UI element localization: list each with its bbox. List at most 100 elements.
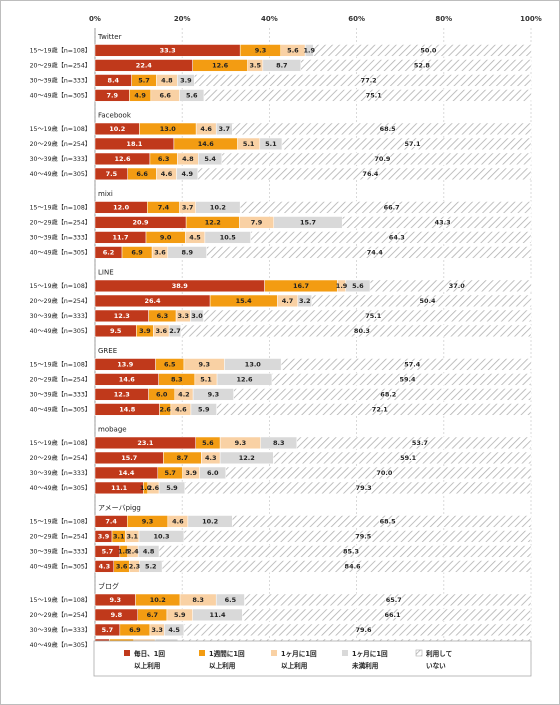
data-label: 4.6 [161, 170, 173, 178]
data-label: 10.5 [220, 234, 237, 242]
data-label: 2.6 [148, 484, 160, 492]
bar-segment [183, 623, 532, 637]
data-label: 6.9 [129, 626, 141, 634]
data-label: 57.1 [404, 140, 421, 148]
data-label: 79.5 [355, 533, 372, 541]
data-label: 5.7 [164, 469, 176, 477]
data-label: 68.2 [380, 391, 396, 399]
group-title: GREE [98, 347, 117, 355]
data-label: 3.6 [156, 327, 168, 335]
data-label: 50.0 [420, 47, 437, 55]
data-label: 10.2 [150, 596, 166, 604]
row-label: 30〜39歳【n=333】 [30, 391, 91, 399]
data-label: 4.8 [182, 155, 194, 163]
data-label: 14.6 [198, 140, 215, 148]
data-label: 53.7 [412, 439, 428, 447]
data-label: 3.7 [219, 125, 231, 133]
data-label: 38.9 [172, 282, 189, 290]
data-label: 9.5 [110, 327, 122, 335]
row-label: 40〜49歳【n=305】 [30, 484, 91, 492]
row-label: 40〜49歳【n=305】 [30, 563, 91, 571]
row-label: 30〜39歳【n=333】 [30, 77, 91, 85]
row-label: 40〜49歳【n=305】 [30, 327, 91, 335]
bar-segment [239, 201, 532, 214]
row-label: 20〜29歳【n=254】 [30, 611, 91, 619]
data-label: 72.1 [372, 406, 389, 414]
data-label: 52.8 [414, 62, 431, 70]
data-label: 12.0 [113, 204, 130, 212]
row-label: 40〜49歳【n=305】 [30, 92, 91, 100]
data-label: 50.4 [420, 297, 437, 305]
row-label: 15〜19歳【n=108】 [30, 596, 91, 604]
x-tick-label: 100% [520, 15, 542, 23]
data-label: 37.0 [449, 282, 466, 290]
row-label: 30〜39歳【n=333】 [30, 234, 91, 242]
data-label: 3.1 [113, 533, 125, 541]
data-label: 6.5 [225, 596, 237, 604]
row-label: 20〜29歳【n=254】 [30, 533, 91, 541]
data-label: 13.0 [160, 125, 177, 133]
data-label: 1.8 [118, 548, 130, 556]
data-label: 13.0 [245, 361, 262, 369]
bar-segment [180, 324, 532, 338]
x-tick-label: 60% [348, 15, 365, 23]
group-title: アメーバpigg [98, 504, 141, 512]
data-label: 57.4 [404, 361, 421, 369]
data-label: 68.5 [380, 518, 397, 526]
legend-label: いない [426, 661, 446, 670]
data-label: 9.0 [160, 234, 172, 242]
data-label: 7.9 [251, 219, 263, 227]
data-label: 6.3 [157, 312, 169, 320]
x-tick-label: 20% [174, 15, 191, 23]
bar-group: Twitter 15〜19歳【n=108】 33.3 9.3 5.6 1.9 50.0 20〜… [30, 33, 532, 102]
data-label: 6.7 [147, 611, 159, 619]
data-label: 14.4 [118, 469, 135, 477]
bar-segment [300, 59, 532, 72]
data-label: 15.7 [121, 454, 137, 462]
data-label: 11.1 [111, 484, 128, 492]
data-label: 79.6 [355, 626, 372, 634]
data-label: 6.2 [103, 249, 115, 257]
bar-segment [197, 167, 532, 181]
bar-segment [232, 122, 532, 136]
data-label: 12.3 [114, 312, 130, 320]
data-label: 8.3 [171, 376, 183, 384]
data-label: 5.2 [145, 563, 157, 571]
legend-box [93, 640, 532, 677]
data-label: 14.8 [119, 406, 136, 414]
data-label: 59.4 [399, 376, 416, 384]
bar-group: LINE 15〜19歳【n=108】 38.9 16.7 1.9 5.6 37.0 20〜29… [30, 269, 532, 338]
data-label: 8.9 [181, 249, 193, 257]
data-label: 5.6 [352, 282, 364, 290]
data-label: 5.6 [287, 47, 299, 55]
legend-swatch [415, 649, 423, 657]
data-label: 13.9 [117, 361, 134, 369]
data-label: 8.3 [192, 596, 204, 604]
data-label: 14.6 [119, 376, 136, 384]
bar-segment [183, 530, 531, 543]
data-label: 6.5 [164, 361, 176, 369]
group-title: mixi [98, 190, 113, 198]
row-label: 15〜19歳【n=108】 [30, 204, 91, 212]
data-label: 18.1 [126, 140, 143, 148]
data-label: 2.6 [159, 406, 171, 414]
data-label: 8.7 [276, 62, 288, 70]
data-label: 1.9 [336, 282, 348, 290]
data-label: 10.2 [210, 204, 226, 212]
data-label: 64.3 [389, 234, 405, 242]
bar-segment [250, 231, 532, 244]
data-label: 4.8 [161, 77, 173, 85]
data-label: 6.0 [207, 469, 219, 477]
row-label: 15〜19歳【n=108】 [30, 282, 91, 290]
bar-segment [311, 294, 532, 308]
data-label: 12.2 [239, 454, 255, 462]
data-label: 6.6 [159, 92, 171, 100]
x-tick-label: 80% [435, 15, 452, 23]
legend-swatch [199, 650, 205, 656]
data-label: 80.3 [354, 327, 370, 335]
bar-segment [161, 560, 532, 573]
x-tick-label: 0% [89, 15, 101, 23]
data-label: 3.2 [299, 297, 311, 305]
data-label: 33.3 [160, 47, 176, 55]
